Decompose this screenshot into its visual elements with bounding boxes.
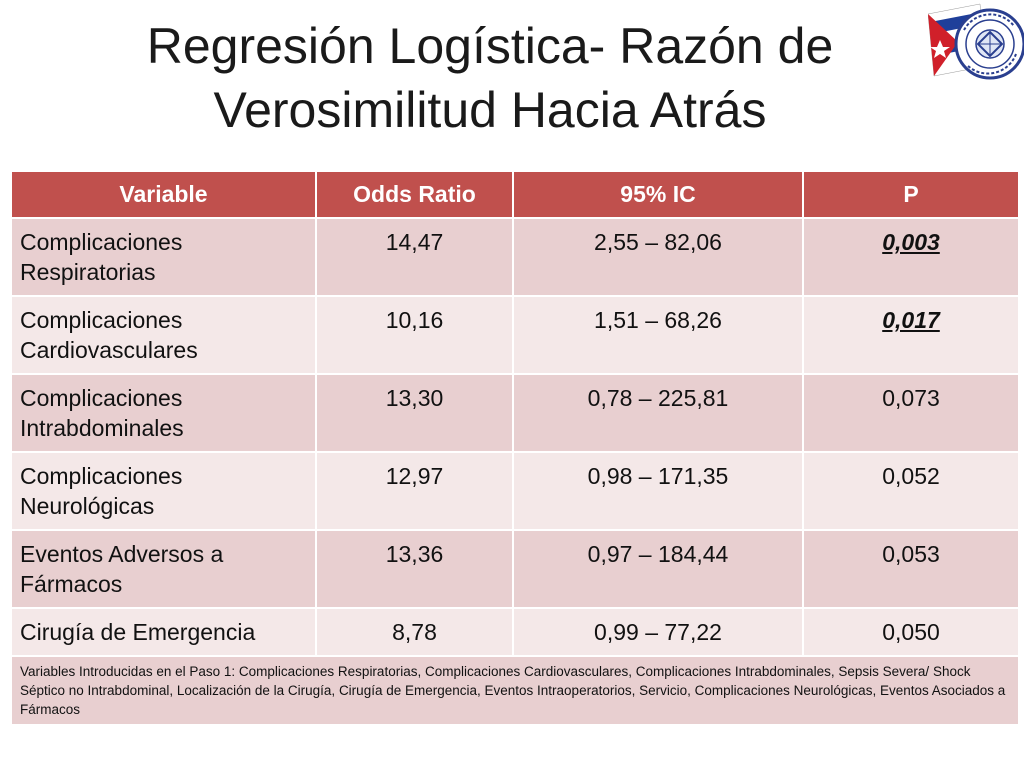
variable-line-2: Cardiovasculares — [20, 337, 198, 363]
cell-odds-ratio: 8,78 — [315, 607, 514, 657]
table-row: Complicaciones Respiratorias 14,47 2,55 –… — [10, 217, 1020, 297]
title-line-2: Verosimilitud Hacia Atrás — [213, 82, 767, 138]
table-row: Complicaciones Neurológicas 12,97 0,98 – … — [10, 451, 1020, 531]
cell-odds-ratio: 13,36 — [315, 529, 514, 609]
header-variable: Variable — [10, 170, 317, 219]
cell-variable: Cirugía de Emergencia — [10, 607, 317, 657]
variable-line-1: Complicaciones — [20, 385, 183, 411]
cell-variable: Complicaciones Cardiovasculares — [10, 295, 317, 375]
variable-line-2: Fármacos — [20, 571, 123, 597]
cell-p-significant: 0,003 — [802, 217, 1020, 297]
table-row: Cirugía de Emergencia 8,78 0,99 – 77,22 … — [10, 607, 1020, 657]
cell-ic: 0,78 – 225,81 — [512, 373, 804, 453]
variable-line-1: Cirugía de Emergencia — [20, 619, 256, 645]
variable-line-1: Complicaciones — [20, 463, 183, 489]
cell-odds-ratio: 12,97 — [315, 451, 514, 531]
cell-odds-ratio: 14,47 — [315, 217, 514, 297]
institute-seal-icon — [928, 3, 1024, 80]
cell-p: 0,073 — [802, 373, 1020, 453]
cell-ic: 0,97 – 184,44 — [512, 529, 804, 609]
cell-ic: 0,99 – 77,22 — [512, 607, 804, 657]
variable-line-2: Intrabdominales — [20, 415, 184, 441]
variable-line-2: Respiratorias — [20, 259, 156, 285]
cell-ic: 1,51 – 68,26 — [512, 295, 804, 375]
table-row: Eventos Adversos a Fármacos 13,36 0,97 – … — [10, 529, 1020, 609]
cell-odds-ratio: 13,30 — [315, 373, 514, 453]
title-line-1: Regresión Logística- Razón de — [146, 18, 834, 74]
cell-ic: 0,98 – 171,35 — [512, 451, 804, 531]
variable-line-1: Eventos Adversos a — [20, 541, 224, 567]
results-table: Variable Odds Ratio 95% IC P Complicacio… — [10, 170, 1020, 726]
cell-p: 0,053 — [802, 529, 1020, 609]
cell-variable: Eventos Adversos a Fármacos — [10, 529, 317, 609]
variable-line-1: Complicaciones — [20, 307, 183, 333]
header-ic: 95% IC — [512, 170, 804, 219]
slide-title: Regresión Logística- Razón de Verosimili… — [60, 14, 920, 142]
cell-variable: Complicaciones Neurológicas — [10, 451, 317, 531]
cell-ic: 2,55 – 82,06 — [512, 217, 804, 297]
table-row: Complicaciones Intrabdominales 13,30 0,78… — [10, 373, 1020, 453]
results-table-container: Variable Odds Ratio 95% IC P Complicacio… — [10, 170, 1020, 726]
footnote: Variables Introducidas en el Paso 1: Com… — [10, 655, 1020, 726]
header-p: P — [802, 170, 1020, 219]
cell-p: 0,052 — [802, 451, 1020, 531]
cell-p: 0,050 — [802, 607, 1020, 657]
table-header-row: Variable Odds Ratio 95% IC P — [10, 170, 1020, 219]
cell-variable: Complicaciones Intrabdominales — [10, 373, 317, 453]
cell-variable: Complicaciones Respiratorias — [10, 217, 317, 297]
cell-p-significant: 0,017 — [802, 295, 1020, 375]
cell-odds-ratio: 10,16 — [315, 295, 514, 375]
table-row: Complicaciones Cardiovasculares 10,16 1,5… — [10, 295, 1020, 375]
variable-line-2: Neurológicas — [20, 493, 155, 519]
variable-line-1: Complicaciones — [20, 229, 183, 255]
table-footnote-row: Variables Introducidas en el Paso 1: Com… — [10, 655, 1020, 726]
header-odds-ratio: Odds Ratio — [315, 170, 514, 219]
